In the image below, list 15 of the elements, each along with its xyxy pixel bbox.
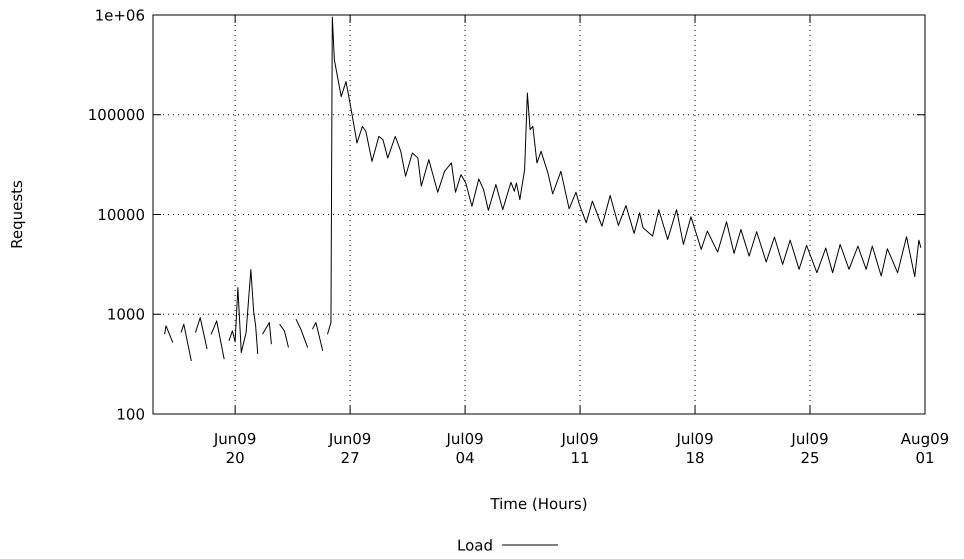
legend-label: Load <box>457 536 493 554</box>
y-tick-label: 1000 <box>106 306 145 324</box>
x-tick-label: Jun09 20 <box>212 430 256 467</box>
x-tick-label: Jun09 27 <box>328 430 372 467</box>
x-tick-label: Jul09 18 <box>675 430 714 467</box>
x-tick-label: Aug09 01 <box>900 430 950 467</box>
x-tick-label: Jul09 25 <box>790 430 829 467</box>
y-tick-label: 1e+06 <box>94 6 145 24</box>
x-axis-title: Time (Hours) <box>489 495 588 513</box>
y-tick-label: 10000 <box>97 206 145 224</box>
x-tick-label: Jul09 04 <box>445 430 484 467</box>
y-axis-title: Requests <box>8 180 26 249</box>
x-tick-label: Jul09 11 <box>560 430 599 467</box>
y-tick-label: 100000 <box>88 106 145 124</box>
y-tick-label: 100 <box>116 405 145 424</box>
